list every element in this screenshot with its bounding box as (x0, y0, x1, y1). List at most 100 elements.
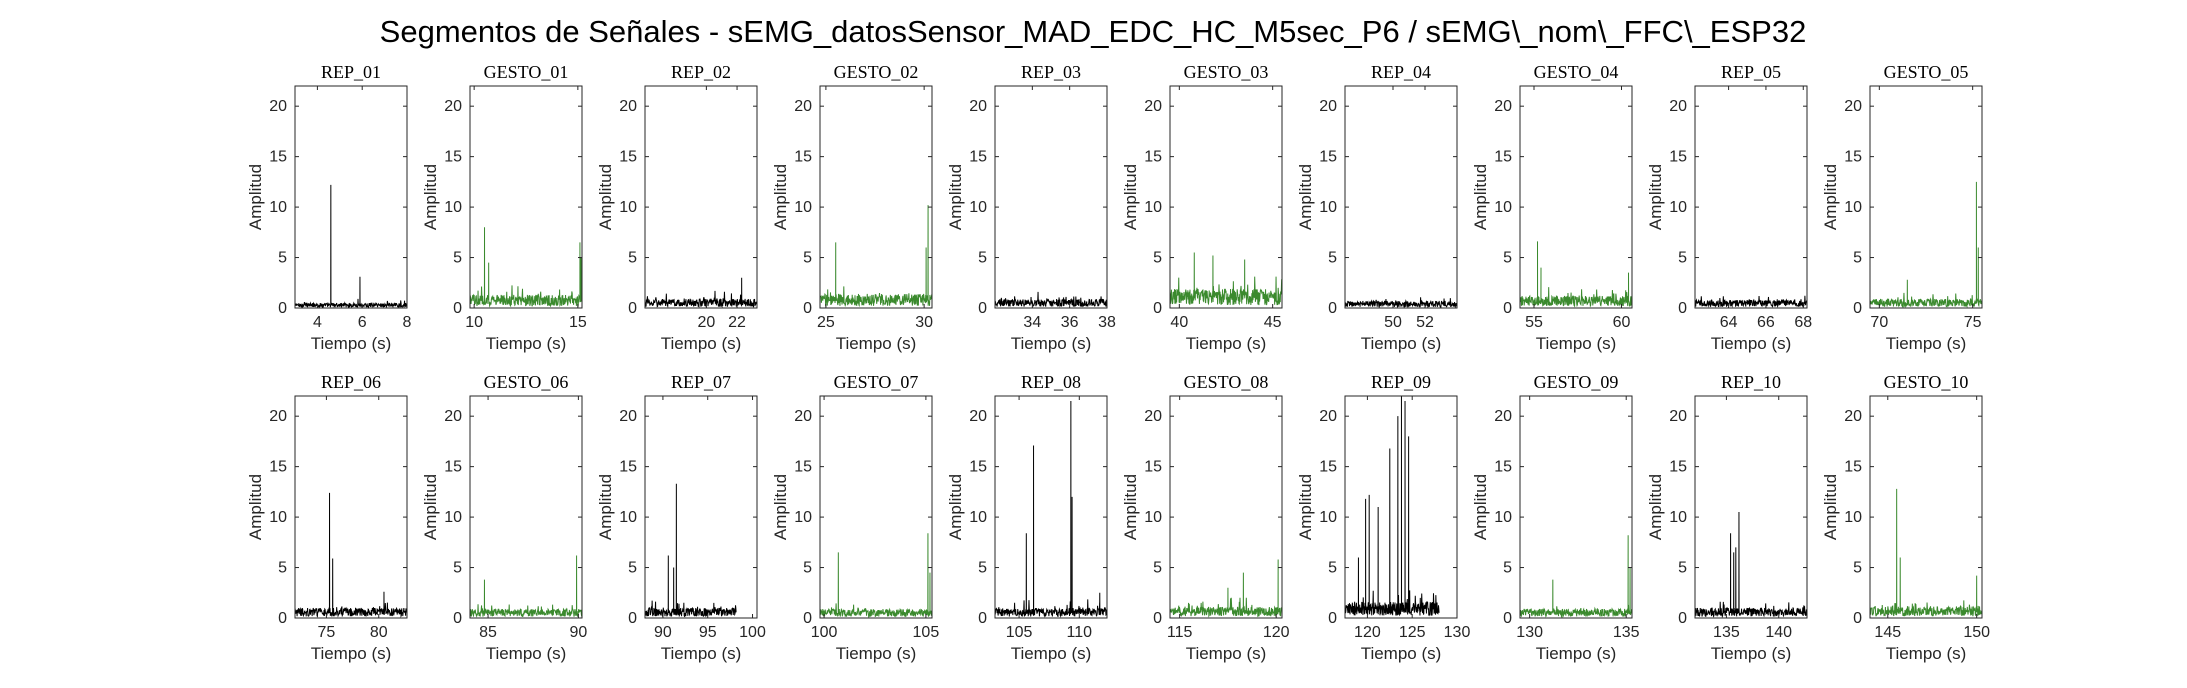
x-axis-label: Tiempo (s) (836, 644, 917, 663)
y-tick-label: 5 (1503, 250, 1512, 267)
subplot-title: GESTO_05 (1884, 62, 1969, 82)
y-tick-label: 20 (1494, 408, 1512, 425)
signal-trace (1694, 295, 1808, 308)
signal-trace (819, 205, 933, 308)
y-tick-label: 10 (1144, 199, 1162, 216)
y-axis-label: Amplitud (596, 164, 615, 230)
y-tick-label: 5 (978, 250, 987, 267)
subplot-title: REP_05 (1721, 62, 1781, 82)
x-tick-label: 90 (569, 624, 587, 641)
y-tick-label: 10 (1669, 509, 1687, 526)
y-axis-label: Amplitud (1821, 474, 1840, 540)
x-axis-label: Tiempo (s) (1886, 334, 1967, 353)
y-axis-label: Amplitud (596, 474, 615, 540)
axes-frame (469, 395, 583, 619)
subplot-title: GESTO_08 (1184, 372, 1269, 392)
y-axis-label: Amplitud (771, 474, 790, 540)
y-tick-label: 5 (628, 250, 637, 267)
x-tick-label: 125 (1399, 624, 1426, 641)
y-tick-label: 15 (1669, 459, 1687, 476)
y-tick-label: 0 (278, 300, 287, 317)
y-tick-label: 0 (1853, 300, 1862, 317)
x-tick-label: 70 (1870, 314, 1888, 331)
x-axis-label: Tiempo (s) (661, 644, 742, 663)
subplot-gesto-09: GESTO_09 0 5 10 15 20 130 135 Tiempo (s) Amplitud (1471, 372, 1640, 663)
y-tick-label: 0 (1853, 610, 1862, 627)
y-tick-label: 15 (619, 459, 637, 476)
figure-title: Segmentos de Señales - sEMG_datosSensor_… (380, 14, 1807, 49)
x-tick-label: 55 (1525, 314, 1543, 331)
subplot-title: REP_08 (1021, 372, 1081, 392)
signal-trace (994, 291, 1108, 308)
y-tick-label: 15 (794, 149, 812, 166)
x-axis-label: Tiempo (s) (1711, 644, 1792, 663)
y-axis-label: Amplitud (1121, 164, 1140, 230)
subplot-title: GESTO_03 (1184, 62, 1269, 82)
y-tick-label: 0 (978, 300, 987, 317)
x-axis-label: Tiempo (s) (1361, 644, 1442, 663)
x-axis-label: Tiempo (s) (1886, 644, 1967, 663)
y-tick-label: 10 (794, 509, 812, 526)
y-tick-label: 10 (1844, 199, 1862, 216)
x-axis-label: Tiempo (s) (836, 334, 917, 353)
axes-frame (644, 85, 758, 309)
axes-frame (994, 85, 1108, 309)
axes-frame (819, 395, 933, 619)
signal-trace (1344, 297, 1458, 309)
signal-trace (644, 483, 737, 618)
subplot-title: REP_10 (1721, 372, 1781, 392)
y-tick-label: 20 (1844, 98, 1862, 115)
x-tick-label: 38 (1098, 314, 1116, 331)
y-tick-label: 0 (453, 610, 462, 627)
x-tick-label: 85 (479, 624, 497, 641)
x-tick-label: 120 (1354, 624, 1381, 641)
y-tick-label: 5 (1678, 560, 1687, 577)
y-tick-label: 10 (1494, 509, 1512, 526)
signal-trace (469, 555, 583, 618)
y-tick-label: 5 (278, 560, 287, 577)
signal-trace (1169, 559, 1283, 618)
y-tick-label: 20 (969, 98, 987, 115)
y-axis-label: Amplitud (946, 474, 965, 540)
subplot-title: REP_01 (321, 62, 381, 82)
y-tick-label: 0 (1153, 300, 1162, 317)
signal-trace (294, 184, 408, 310)
y-tick-label: 15 (1144, 459, 1162, 476)
y-tick-label: 0 (1678, 610, 1687, 627)
signal-trace (294, 492, 408, 618)
subplot-title: REP_02 (671, 62, 731, 82)
subplot-gesto-02: GESTO_02 0 5 10 15 20 25 30 Tiempo (s) Amplitud (771, 62, 933, 353)
y-tick-label: 10 (969, 509, 987, 526)
subplot-gesto-05: GESTO_05 0 5 10 15 20 70 75 Tiempo (s) Amplitud (1821, 62, 1983, 353)
y-tick-label: 20 (1669, 98, 1687, 115)
axes-frame (469, 85, 583, 309)
y-tick-label: 5 (453, 560, 462, 577)
x-tick-label: 115 (1167, 624, 1193, 641)
x-tick-label: 8 (403, 314, 412, 331)
signal-trace (644, 277, 758, 309)
x-tick-label: 105 (1006, 624, 1033, 641)
x-tick-label: 4 (313, 314, 322, 331)
subplot-rep-03: REP_03 0 5 10 15 20 34 36 38 Tiempo (s) Amplitud (946, 62, 1116, 353)
x-axis-label: Tiempo (s) (311, 334, 392, 353)
x-tick-label: 145 (1874, 624, 1901, 641)
subplot-rep-10: REP_10 0 5 10 15 20 135 140 Tiempo (s) Amplitud (1646, 372, 1808, 663)
subplot-title: REP_03 (1021, 62, 1081, 82)
y-axis-label: Amplitud (946, 164, 965, 230)
y-tick-label: 20 (1144, 98, 1162, 115)
subplot-title: GESTO_01 (484, 62, 569, 82)
subplot-title: REP_06 (321, 372, 381, 392)
y-tick-label: 10 (269, 199, 287, 216)
y-tick-label: 15 (1844, 459, 1862, 476)
y-axis-label: Amplitud (246, 474, 265, 540)
y-tick-label: 10 (1844, 509, 1862, 526)
y-tick-label: 20 (794, 98, 812, 115)
x-axis-label: Tiempo (s) (486, 334, 567, 353)
y-tick-label: 15 (1494, 149, 1512, 166)
x-tick-label: 80 (370, 624, 388, 641)
y-tick-label: 0 (978, 610, 987, 627)
y-axis-label: Amplitud (1471, 164, 1490, 230)
x-tick-label: 95 (699, 624, 717, 641)
